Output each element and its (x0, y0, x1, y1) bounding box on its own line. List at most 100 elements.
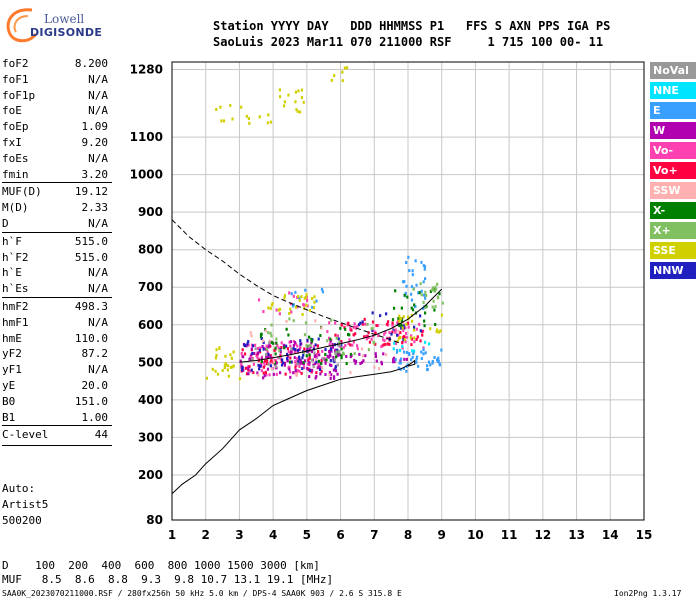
data-point (261, 345, 264, 349)
data-point (361, 322, 364, 326)
data-point (244, 366, 247, 370)
data-point (308, 375, 311, 379)
data-point (262, 310, 265, 314)
data-point (408, 353, 411, 357)
data-point (289, 344, 292, 348)
data-point (364, 334, 368, 338)
data-point (229, 353, 232, 357)
data-point (308, 363, 311, 367)
data-point (354, 326, 357, 330)
data-point (391, 318, 395, 322)
data-point (394, 342, 398, 346)
data-point (404, 340, 407, 344)
data-point (395, 333, 399, 337)
x-tick-label: 8 (404, 528, 412, 542)
data-point (257, 373, 260, 377)
data-point (279, 350, 282, 354)
data-point (267, 355, 270, 359)
data-point (269, 359, 273, 363)
param-row: C-level 44 (2, 428, 108, 443)
data-point (400, 318, 404, 322)
data-point (295, 108, 298, 112)
data-point (328, 343, 331, 347)
data-point (332, 356, 335, 360)
param-row: foEs N/A (2, 152, 108, 167)
param-row: foF2 8.200 (2, 57, 108, 72)
data-point (298, 348, 301, 352)
scaled-parameters-panel: foF2 8.200 foF1 N/A foF1p N/A foE N/A foEp 1.09 fx… (2, 0, 112, 470)
data-point (397, 316, 400, 320)
param-value: N/A (88, 104, 108, 118)
data-point (252, 362, 255, 366)
data-point (407, 315, 410, 319)
param-row: yF2 87.2 (2, 347, 108, 362)
data-point (327, 355, 330, 359)
data-point (312, 345, 316, 349)
data-point (288, 317, 291, 321)
data-point (424, 290, 427, 294)
data-point (334, 348, 337, 352)
data-point (238, 377, 242, 381)
data-point (410, 319, 414, 323)
data-point (356, 324, 359, 328)
data-point (299, 339, 302, 343)
data-point (433, 308, 436, 312)
data-point (343, 326, 346, 330)
data-point (267, 113, 270, 117)
data-point (366, 334, 369, 338)
data-point (423, 324, 426, 328)
data-point (260, 362, 263, 366)
data-point (262, 339, 265, 343)
data-point (352, 333, 355, 337)
data-point (205, 376, 209, 380)
data-point (336, 348, 339, 352)
data-point (421, 333, 424, 337)
data-point (330, 349, 333, 353)
y-tick-label: 900 (138, 205, 163, 219)
data-point (408, 269, 411, 273)
data-point (305, 298, 309, 302)
data-point (396, 339, 399, 343)
data-point (214, 369, 217, 373)
data-point (229, 103, 232, 107)
data-point (266, 359, 269, 363)
data-point (382, 352, 385, 356)
data-point (271, 341, 275, 345)
param-name: hmF1 (2, 315, 29, 329)
footer-muf-row: MUF 8.5 8.6 8.8 9.3 9.8 10.7 13.1 19.1 [… (2, 573, 334, 586)
data-point (315, 355, 318, 359)
data-point (245, 372, 249, 376)
data-point (278, 349, 281, 353)
data-point (264, 329, 267, 333)
data-point (279, 357, 282, 361)
data-point (347, 342, 350, 346)
data-point (292, 294, 295, 298)
data-point (412, 287, 415, 291)
data-point (434, 285, 437, 289)
data-point (296, 369, 300, 373)
data-point (398, 319, 401, 323)
data-point (422, 293, 426, 297)
data-point (337, 349, 340, 353)
data-point (289, 370, 292, 374)
data-point (309, 345, 312, 349)
data-point (285, 327, 288, 331)
data-point (419, 339, 422, 343)
data-point (263, 374, 266, 378)
data-point (251, 351, 254, 355)
data-point (348, 333, 351, 337)
param-name: foF1p (2, 88, 36, 102)
data-point (364, 322, 367, 326)
data-point (330, 373, 333, 377)
data-point (411, 269, 414, 273)
data-point (314, 362, 317, 366)
data-point (322, 357, 325, 361)
data-point (315, 360, 318, 364)
data-point (262, 376, 265, 380)
data-point (402, 367, 405, 371)
data-point (297, 89, 300, 93)
data-point (313, 351, 316, 355)
data-point (437, 356, 440, 360)
param-value: 2.33 (81, 201, 109, 215)
